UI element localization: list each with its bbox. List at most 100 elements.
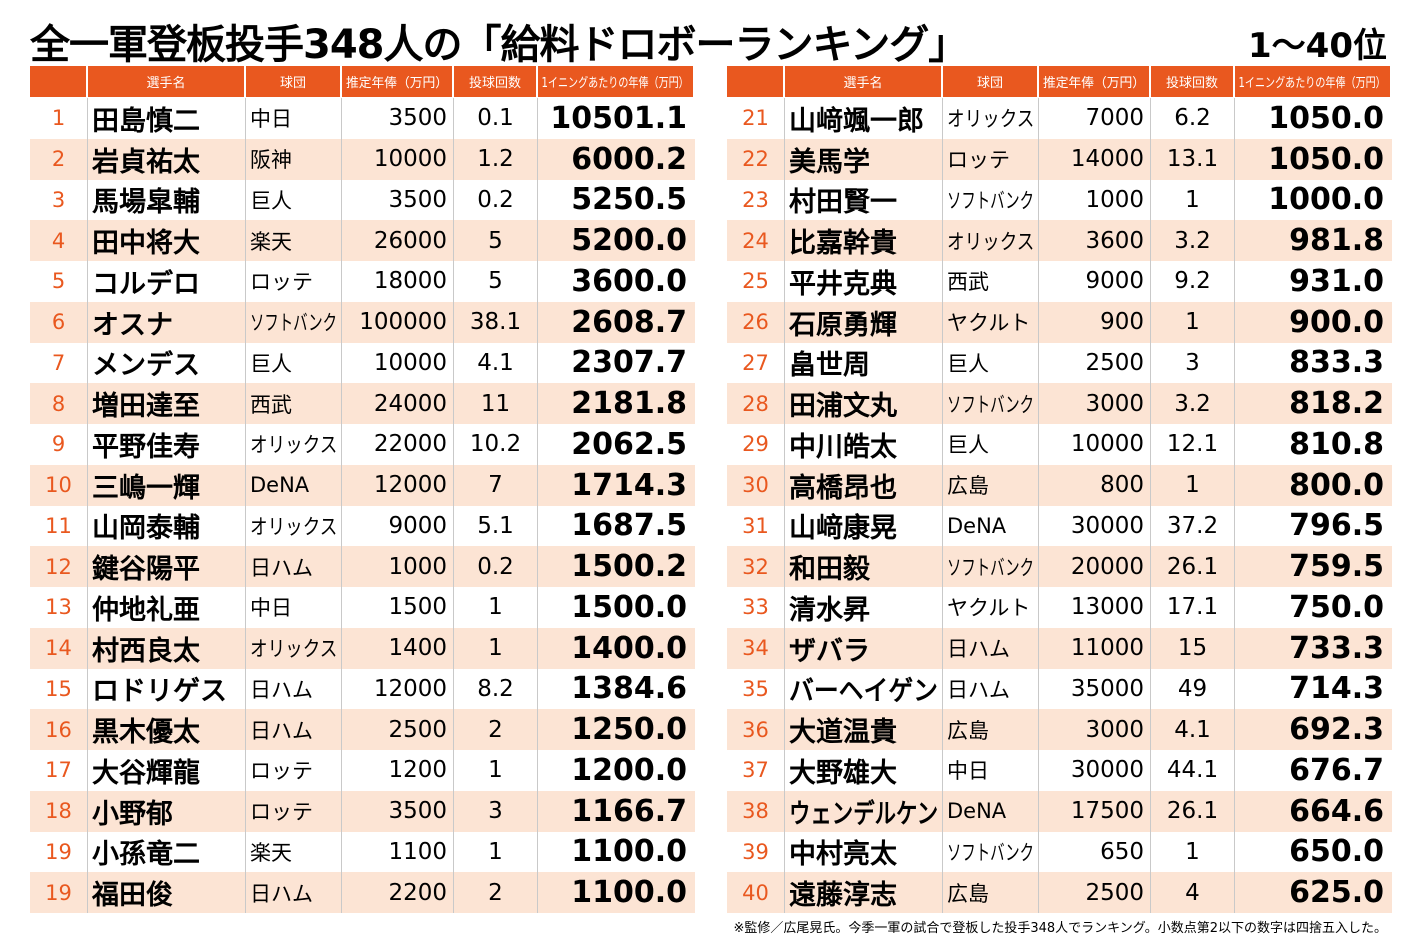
rank-text: 37: [742, 758, 769, 783]
innings-text: 10.2: [469, 431, 522, 458]
rank: 18: [30, 790, 88, 832]
player-name-text: メンデス: [92, 350, 200, 382]
player-name-text: 山﨑颯一郎: [789, 105, 924, 137]
rank: 17: [30, 750, 88, 791]
team: 日ハム: [246, 709, 342, 750]
salary-text: 3600: [1085, 227, 1144, 254]
innings: 7: [454, 464, 538, 506]
rank: 27: [727, 342, 785, 384]
salary-per-inning-text: 625.0: [1289, 875, 1384, 911]
salary-per-inning-text: 1400.0: [571, 630, 687, 666]
player-name: 仲地礼亜: [88, 587, 246, 628]
rank-text: 22: [742, 147, 769, 172]
innings-text: 5.1: [477, 512, 514, 539]
team: DeNA: [943, 790, 1039, 832]
player-name-text: 増田達至: [92, 391, 200, 423]
player-name-text: 田浦文丸: [789, 391, 897, 423]
innings: 2: [454, 872, 538, 913]
innings-text: 1.2: [477, 146, 514, 173]
salary-per-inning: 692.3: [1235, 709, 1392, 750]
rank: 22: [727, 138, 785, 180]
rank-text: 9: [51, 432, 66, 457]
salary-per-inning: 2307.7: [538, 342, 695, 384]
rank: 33: [727, 587, 785, 628]
player-name: 遠藤淳志: [785, 872, 943, 913]
salary-per-inning: 1166.7: [538, 790, 695, 832]
innings-text: 26.1: [1166, 798, 1219, 825]
innings-text: 0.1: [477, 105, 514, 132]
team-text: 広島: [947, 718, 989, 743]
player-name-text: 美馬学: [789, 146, 870, 178]
innings-text: 49: [1177, 675, 1208, 702]
team-text: 巨人: [250, 188, 292, 213]
player-name: オスナ: [88, 301, 246, 343]
player-name: 山岡泰輔: [88, 505, 246, 547]
innings: 38.1: [454, 301, 538, 343]
player-name-text: 小孫竜二: [92, 839, 200, 871]
salary-per-inning-text: 10501.1: [550, 100, 687, 136]
rank: 36: [727, 709, 785, 750]
footnote: ※監修／広尾晃氏。今季一軍の試合で登板した投手348人でランキング。小数点第2以…: [733, 921, 1387, 936]
salary: 18000: [342, 261, 454, 302]
innings-text: 3.2: [1174, 227, 1211, 254]
rank: 23: [727, 179, 785, 221]
team: ソフトバンク: [943, 831, 1039, 873]
salary-per-inning-text: 3600.0: [571, 263, 687, 299]
salary: 10000: [1039, 424, 1151, 465]
player-name: 田島慎二: [88, 98, 246, 139]
player-name: 平井克典: [785, 261, 943, 302]
innings: 26.1: [1151, 790, 1235, 832]
rank-text: 39: [742, 839, 769, 864]
innings-text: 44.1: [1166, 757, 1219, 784]
salary-per-inning: 650.0: [1235, 831, 1392, 873]
player-name-text: 岩貞祐太: [92, 146, 200, 178]
innings: 13.1: [1151, 138, 1235, 180]
salary: 7000: [1039, 98, 1151, 139]
rank-text: 11: [45, 513, 72, 538]
player-name: 大野雄大: [785, 750, 943, 791]
player-name: 石原勇輝: [785, 301, 943, 343]
team-text: 中日: [250, 596, 292, 621]
salary-text: 1100: [388, 838, 447, 865]
column-header-text: 投球回数: [1165, 76, 1218, 91]
salary-per-inning: 3600.0: [538, 261, 695, 302]
team: ソフトバンク: [246, 301, 342, 343]
team-text: ソフトバンク: [947, 188, 1035, 213]
team-text: 阪神: [250, 148, 292, 173]
salary-per-inning: 1200.0: [538, 750, 695, 791]
team: 巨人: [246, 342, 342, 384]
rank-text: 4: [51, 228, 66, 253]
team-text: ロッテ: [250, 800, 313, 825]
salary-text: 800: [1100, 472, 1144, 499]
salary-per-inning-text: 2181.8: [571, 386, 687, 422]
salary-text: 11000: [1070, 635, 1144, 662]
rank: 8: [30, 383, 88, 424]
salary-per-inning-text: 692.3: [1289, 712, 1384, 748]
salary-text: 9000: [388, 512, 447, 539]
column-header: 1イニングあたりの年俸（万円）: [1235, 66, 1392, 97]
team: 巨人: [246, 179, 342, 221]
salary-text: 2500: [1085, 879, 1144, 906]
salary-text: 7000: [1085, 105, 1144, 132]
team: オリックス: [246, 627, 342, 669]
column-header-blank: [30, 66, 88, 97]
salary-text: 18000: [373, 268, 447, 295]
rank-text: 40: [742, 880, 769, 905]
innings: 3.2: [1151, 220, 1235, 261]
salary: 3000: [1039, 709, 1151, 750]
team: オリックス: [246, 424, 342, 465]
salary-text: 3500: [388, 798, 447, 825]
team-text: 西武: [250, 392, 292, 417]
salary-per-inning: 2181.8: [538, 383, 695, 424]
player-name-text: 三嶋一輝: [92, 472, 200, 504]
innings-text: 26.1: [1166, 553, 1219, 580]
salary: 650: [1039, 831, 1151, 873]
salary-per-inning-text: 1384.6: [571, 671, 687, 707]
salary: 1000: [342, 546, 454, 587]
player-name-text: 遠藤淳志: [789, 880, 897, 912]
salary: 35000: [1039, 668, 1151, 710]
subtitle: 1〜40位: [1248, 26, 1387, 66]
innings: 8.2: [454, 668, 538, 710]
player-name-text: 中川皓太: [789, 431, 897, 463]
salary-text: 100000: [359, 309, 447, 336]
